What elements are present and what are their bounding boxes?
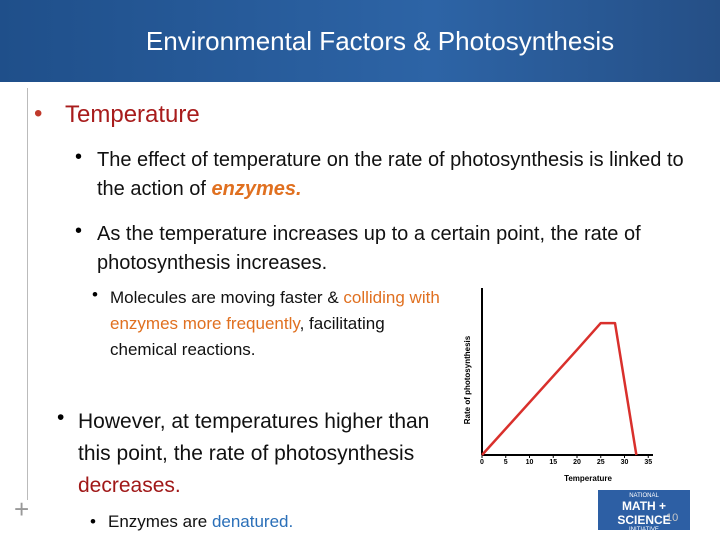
bullet-text: Enzymes are denatured.	[108, 512, 293, 532]
x-tick-label: 5	[504, 459, 508, 466]
heading: Temperature	[65, 101, 200, 128]
highlight: decreases.	[78, 474, 181, 497]
logo: NATIONAL MATH + SCIENCE INITIATIVE	[598, 490, 690, 533]
bullet: •	[34, 100, 43, 127]
logo-text: MATH + SCIENCE	[617, 499, 671, 527]
bullet: •	[92, 285, 98, 304]
bullet: •	[57, 406, 65, 429]
text: As the temperature increases up to a cer…	[97, 223, 641, 274]
x-tick-label: 35	[644, 459, 652, 466]
bullet: •	[75, 146, 83, 168]
bullet: •	[90, 512, 96, 531]
highlight: denatured.	[211, 512, 294, 531]
header-band: Environmental Factors & Photosynthesis	[0, 0, 720, 82]
bullet-text: As the temperature increases up to a cer…	[97, 220, 657, 278]
y-axis-label: Rate of photosynthesis	[463, 335, 472, 424]
slide-number: 10	[666, 512, 679, 524]
text: Molecules are moving faster &	[110, 288, 344, 307]
x-tick-label: 30	[621, 459, 629, 466]
text: , facilitating chemical reactions.	[110, 314, 385, 359]
bullet: •	[75, 220, 83, 242]
text: Enzymes are	[108, 512, 212, 531]
highlight: colliding with enzymes more frequently	[110, 288, 440, 333]
text: The effect of temperature on the rate of…	[97, 149, 684, 200]
bullet-text: The effect of temperature on the rate of…	[97, 146, 697, 204]
x-axis-label: Temperature	[564, 474, 612, 483]
plus-mark: +	[14, 494, 30, 524]
logo-text: INITIATIVE	[629, 527, 659, 533]
x-tick-label: 20	[573, 459, 581, 466]
x-tick-label: 25	[597, 459, 605, 466]
x-tick-label: 15	[549, 459, 557, 466]
data-line	[481, 321, 638, 456]
bullet-text: Molecules are moving faster & colliding …	[110, 285, 440, 363]
x-tick-label: 0	[480, 459, 484, 466]
side-rule	[27, 88, 28, 500]
logo-text: NATIONAL	[629, 493, 659, 499]
x-tick-label: 10	[526, 459, 534, 466]
highlight: enzymes.	[211, 178, 302, 200]
text: However, at temperatures higher than thi…	[78, 410, 430, 465]
slide-title: Environmental Factors & Photosynthesis	[145, 26, 615, 56]
bullet-text: However, at temperatures higher than thi…	[78, 406, 438, 502]
